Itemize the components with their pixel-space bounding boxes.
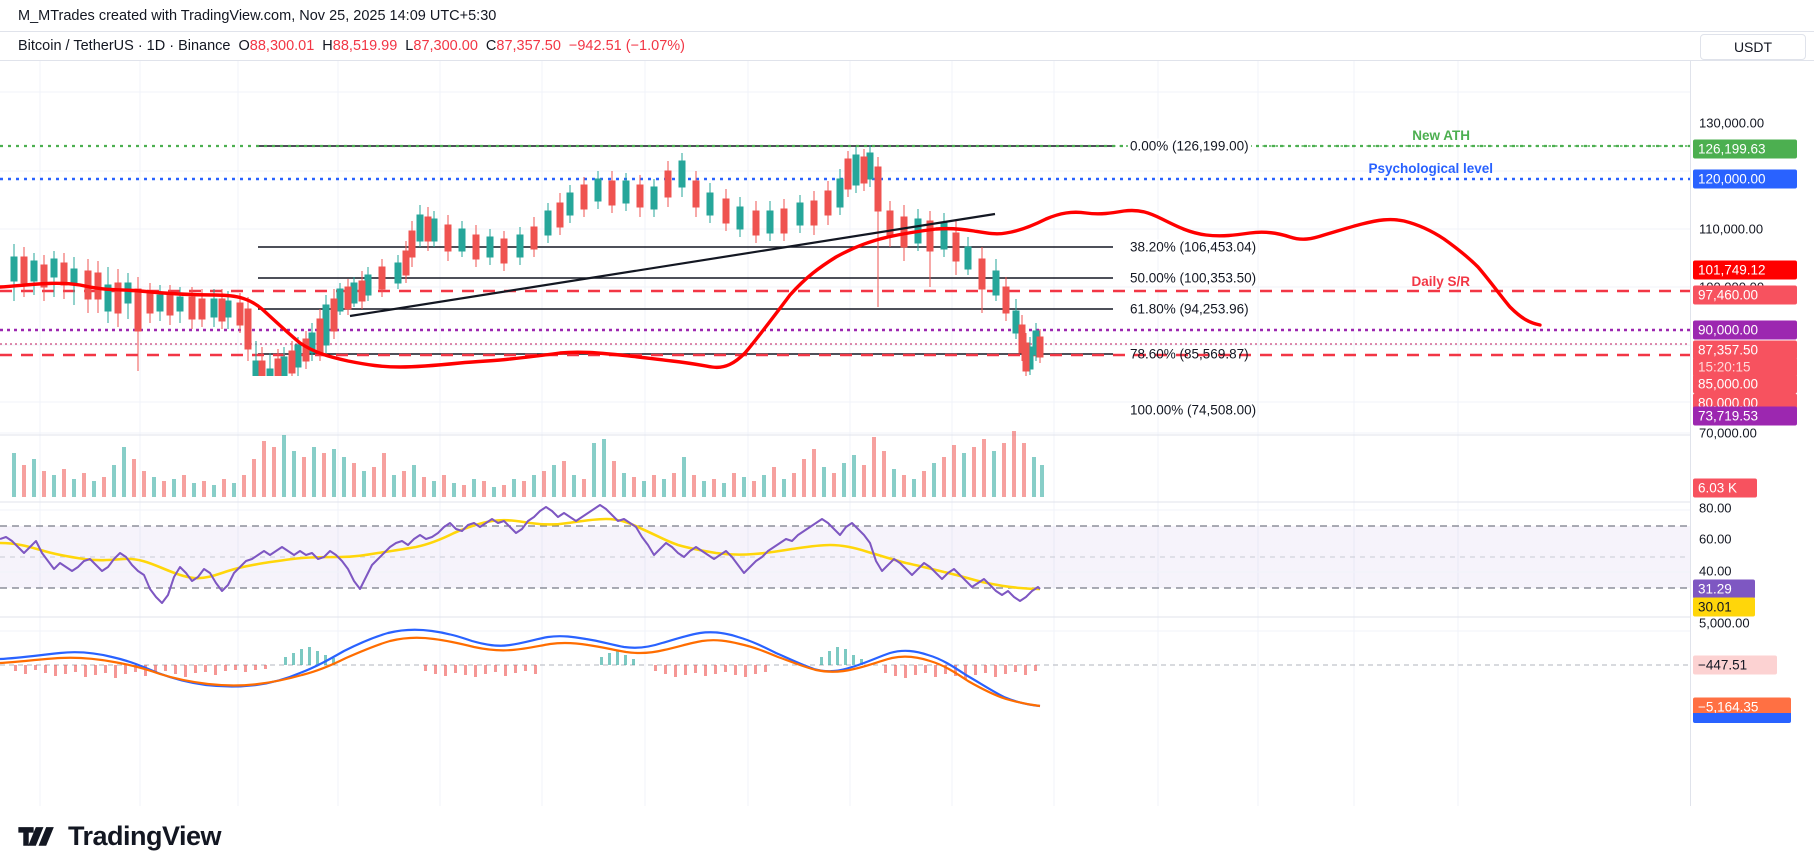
horizontal-gridlines	[0, 91, 1690, 434]
chart-legend: Bitcoin / TetherUS · 1D · Binance O88,30…	[0, 31, 1814, 61]
ascending-trendline	[349, 212, 996, 318]
level-90000-pill[interactable]: 90,000.00	[1693, 320, 1797, 340]
price-tick-70000: 70,000.00	[1699, 425, 1757, 441]
macd-histogram	[14, 647, 1037, 679]
fib-label-786: 78.60% (85,569.87)	[1130, 346, 1249, 362]
volume-bars	[12, 431, 1044, 497]
sr-97460-pill[interactable]: 97,460.00	[1693, 285, 1797, 305]
chart-svg	[0, 61, 1690, 806]
macd-tick-5000: 5,000.00	[1699, 615, 1750, 631]
ohlc-close-key: C	[485, 38, 497, 54]
currency-tab[interactable]: USDT	[1700, 34, 1806, 60]
price-tick-110000: 110,000.00	[1699, 221, 1764, 237]
daily-sr-label: Daily S/R	[1411, 274, 1470, 289]
tradingview-mark-icon	[18, 826, 54, 846]
ohlc-high: H88,519.99	[322, 38, 397, 54]
tradingview-logo[interactable]: TradingView	[18, 821, 222, 852]
ohlc-open-value: 88,300.01	[249, 38, 315, 54]
psychological-price-pill[interactable]: 120,000.00	[1693, 169, 1797, 189]
symbol-title[interactable]: Bitcoin / TetherUS · 1D · Binance	[18, 38, 231, 54]
price-tick-130000: 130,000.00	[1699, 115, 1765, 131]
fib-label-0: 0.00% (126,199.00)	[1128, 138, 1251, 154]
countdown-pill: 15:20:15	[1693, 357, 1797, 377]
attribution-text: M_MTrades created with TradingView.com, …	[18, 7, 497, 24]
fib-label-618: 61.80% (94,253.96)	[1128, 301, 1251, 317]
level-85000-pill[interactable]: 85,000.00	[1693, 374, 1797, 394]
rsi-value-pill[interactable]: 31.29	[1693, 579, 1755, 599]
price-pane	[0, 144, 1690, 376]
fib-label-100: 100.00% (74,508.00)	[1130, 402, 1257, 418]
chart-container[interactable]: 0.00% (126,199.00) 38.20% (106,453.04) 5…	[0, 61, 1814, 867]
rsi-tick-60: 60.00	[1699, 531, 1732, 547]
rsi-line	[0, 504, 1041, 604]
candlestick-series	[10, 145, 1044, 376]
ath-price-pill[interactable]: 126,199.63	[1693, 139, 1797, 159]
rsi-pane	[0, 504, 1690, 604]
fib-label-50: 50.00% (100,353.50)	[1128, 270, 1259, 286]
ohlc-open: O88,300.01	[239, 38, 315, 54]
macd-pane	[0, 628, 1690, 708]
last-price-pill[interactable]: 87,357.50	[1693, 340, 1797, 360]
chart-plot-area[interactable]: 0.00% (126,199.00) 38.20% (106,453.04) 5…	[0, 61, 1690, 806]
ohlc-low: L87,300.00	[405, 38, 478, 54]
ma-price-pill[interactable]: 101,749.12	[1693, 260, 1797, 280]
fib-label-382: 38.20% (106,453.04)	[1128, 239, 1259, 255]
new-ath-label: New ATH	[1412, 128, 1470, 143]
moving-average-line	[0, 208, 1542, 370]
ohlc-low-value: 87,300.00	[413, 38, 478, 54]
rsi-ma-line	[0, 517, 1041, 591]
ohlc-change: −942.51 (−1.07%)	[568, 38, 685, 54]
ohlc-high-key: H	[322, 38, 333, 54]
macd-hist-pill[interactable]: −447.51	[1693, 655, 1777, 675]
volume-value-pill[interactable]: 6.03 K	[1693, 478, 1757, 498]
price-axis[interactable]: 130,000.00 110,000.00 100,000.00 70,000.…	[1690, 61, 1814, 806]
rsi-tick-40: 40.00	[1699, 563, 1732, 579]
ohlc-close: C87,357.50	[486, 38, 561, 54]
ohlc-close-value: 87,357.50	[496, 38, 561, 54]
attribution-bar: M_MTrades created with TradingView.com, …	[0, 0, 1814, 31]
rsi-ma-value-pill[interactable]: 30.01	[1693, 597, 1755, 617]
level-73719-pill[interactable]: 73,719.53	[1693, 406, 1797, 426]
psychological-level-label: Psychological level	[1368, 161, 1493, 176]
macd-signal-pill-underlay	[1693, 713, 1791, 723]
footer-bar: TradingView	[0, 806, 1814, 867]
rsi-tick-80: 80.00	[1699, 500, 1732, 516]
pane-separators	[0, 434, 1690, 618]
macd-line-pill[interactable]: −5,164.35	[1693, 697, 1791, 717]
ohlc-open-key: O	[238, 38, 250, 54]
ohlc-low-key: L	[405, 38, 414, 54]
macd-signal-line	[0, 636, 1041, 708]
macd-line	[0, 628, 1041, 708]
tradingview-wordmark: TradingView	[68, 821, 222, 851]
volume-pane	[12, 431, 1044, 497]
ohlc-high-value: 88,519.99	[332, 38, 398, 54]
currency-tab-label: USDT	[1733, 39, 1773, 55]
